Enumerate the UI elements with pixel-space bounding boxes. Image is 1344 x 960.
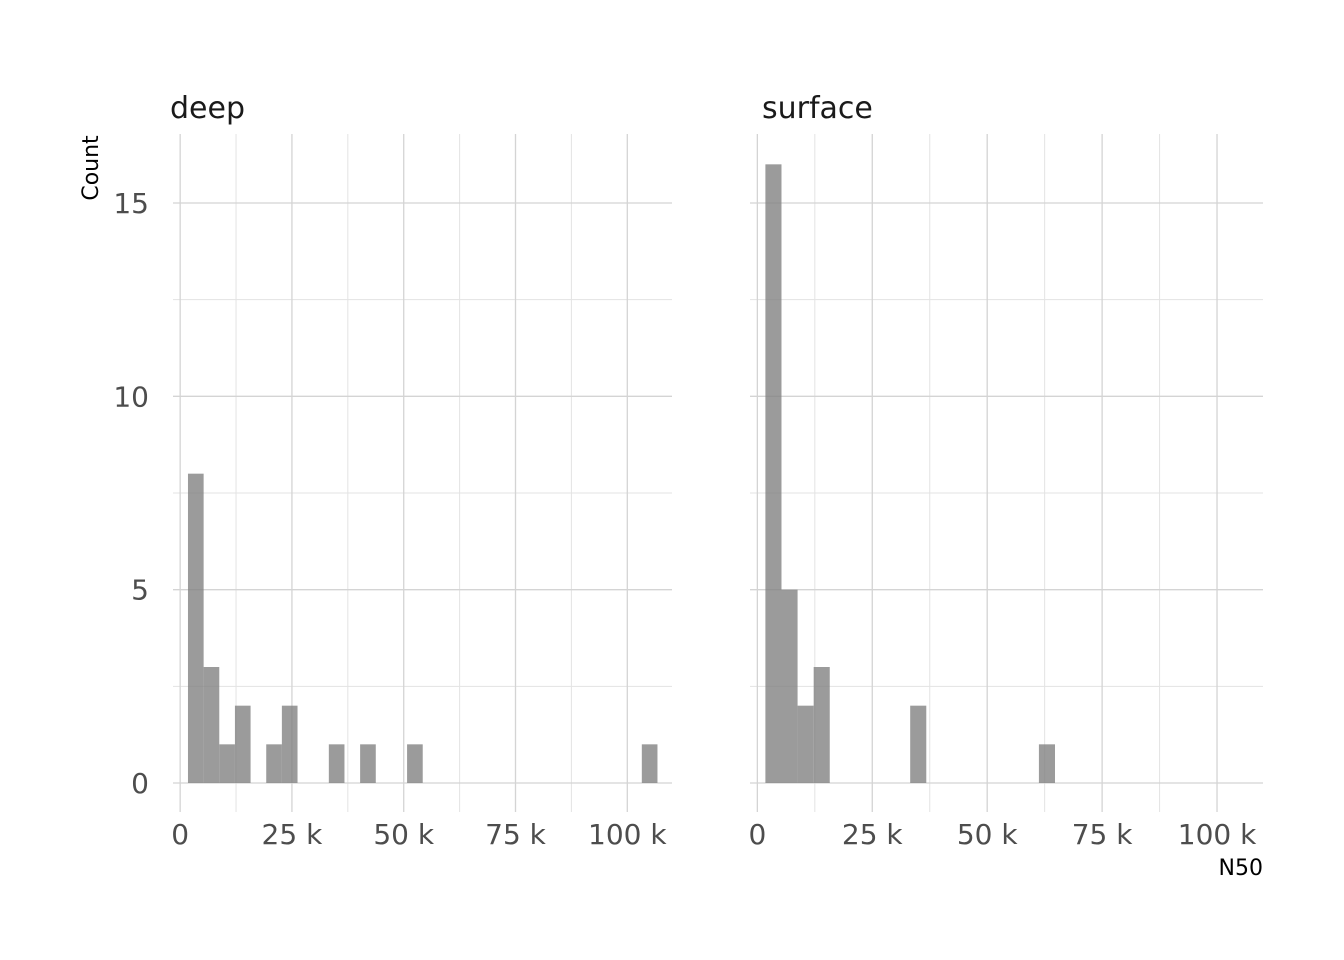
- histogram-bar-surface: [1038, 744, 1055, 783]
- label-layer: deep 0 25 k 50 k 75 k 100 k surface 0 25 k 50 k 75…: [113, 91, 1257, 851]
- x-tick-label: 75 k: [485, 818, 547, 851]
- y-tick-label: 15: [113, 187, 149, 220]
- x-tick-label: 50 k: [957, 818, 1019, 851]
- bar-layer: [187, 164, 1055, 784]
- x-tick-label: 0: [171, 818, 189, 851]
- y-tick-label: 10: [113, 380, 149, 413]
- x-axis-title: N50: [1219, 856, 1263, 881]
- histogram-bar-deep: [641, 744, 658, 783]
- histogram-bar-surface: [910, 705, 927, 783]
- histogram-bar-deep: [219, 744, 235, 783]
- grid-layer: [173, 134, 1263, 812]
- y-tick-label: 5: [131, 574, 149, 607]
- x-tick-label: 100 k: [588, 818, 667, 851]
- x-tick-label: 75 k: [1072, 818, 1134, 851]
- x-tick-label: 100 k: [1178, 818, 1257, 851]
- histogram-bar-deep: [328, 744, 345, 783]
- facet-title-deep: deep: [170, 91, 245, 126]
- histogram-bar-surface: [781, 589, 798, 783]
- histogram-bar-deep: [281, 705, 298, 783]
- histogram-bar-deep: [407, 744, 423, 783]
- x-tick-label: 0: [748, 818, 766, 851]
- y-axis-title: Count: [79, 135, 104, 201]
- histogram-bar-deep: [234, 705, 251, 783]
- histogram-bar-surface: [813, 667, 830, 783]
- y-tick-label: 0: [131, 767, 149, 800]
- histogram-bar-deep: [203, 667, 220, 783]
- x-tick-label: 25 k: [842, 818, 904, 851]
- histogram-bar-deep: [266, 744, 282, 783]
- histogram-bar-surface: [765, 164, 782, 784]
- histogram-bar-deep: [360, 744, 376, 783]
- histogram-bar-surface: [797, 705, 814, 783]
- x-tick-label: 50 k: [373, 818, 435, 851]
- x-tick-label: 25 k: [262, 818, 324, 851]
- histogram-bar-deep: [187, 473, 204, 783]
- facet-title-surface: surface: [762, 91, 873, 126]
